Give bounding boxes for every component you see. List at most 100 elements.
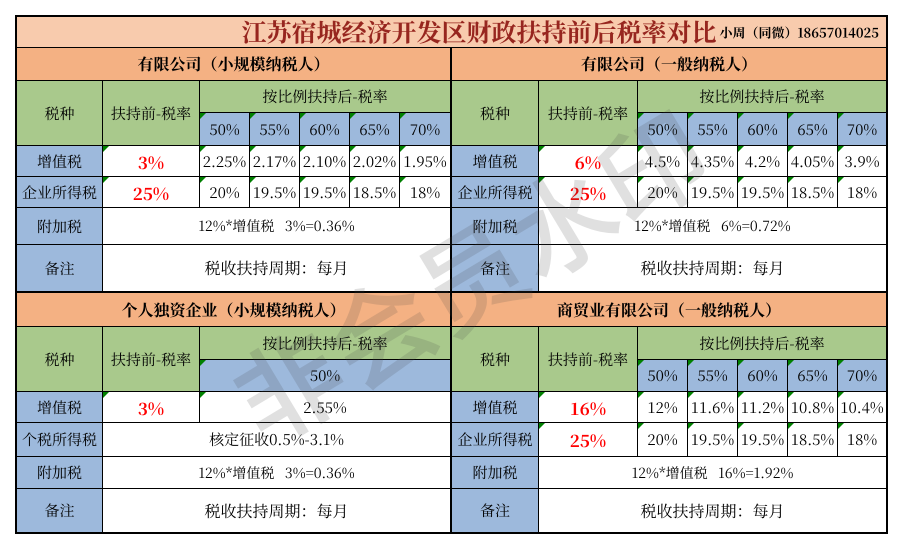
- quadrant-4-value-1-3: 18.5%: [788, 423, 838, 457]
- quadrant-4-ratio-header-65: 65%: [788, 360, 838, 392]
- quadrant-4-value-0-1-text: 11.6%: [690, 396, 735, 418]
- quadrant-3-after-rate-header: 按比例扶持后-税率: [200, 327, 452, 360]
- quadrant-1-ratio-header-55: 55%: [250, 113, 300, 146]
- quadrant-1-ratio-header-65-text: 65%: [359, 118, 390, 140]
- title-row-cell: 江苏宿城经济开发区财政扶持前后税率对比 小周（同微）18657014025: [17, 17, 886, 48]
- quadrant-1-after-rate-header: 按比例扶持后-税率: [200, 81, 452, 113]
- number-stored-as-text-flag-icon: [103, 392, 109, 398]
- quadrant-4-tax-type-header: 税种: [452, 327, 539, 392]
- quadrant-1-section-header-text: 有限公司（小规模纳税人）: [137, 52, 330, 75]
- number-stored-as-text-flag-icon: [200, 146, 206, 152]
- number-stored-as-text-flag-icon: [738, 423, 744, 429]
- number-stored-as-text-flag-icon: [688, 360, 694, 366]
- quadrant-3-merged-value-0: 2.55%: [200, 392, 452, 423]
- quadrant-3-merged-text-3-text: 税收扶持周期：每月: [204, 498, 349, 522]
- quadrant-2-row-label-1: 企业所得税: [452, 177, 539, 208]
- number-stored-as-text-flag-icon: [200, 392, 206, 398]
- number-stored-as-text-flag-icon: [350, 113, 356, 119]
- quadrant-1-row-label-2-text: 附加税: [36, 215, 82, 237]
- quadrant-2-before-value-0: 6%: [539, 146, 638, 177]
- quadrant-1-value-0-3: 2.02%: [350, 146, 400, 177]
- number-stored-as-text-flag-icon: [250, 113, 256, 119]
- quadrant-3-merged-value-0-text: 2.55%: [303, 396, 347, 418]
- quadrant-3-ratio-header-50-text: 50%: [309, 365, 341, 386]
- number-stored-as-text-flag-icon: [838, 423, 844, 429]
- quadrant-4-ratio-header-55-text: 55%: [697, 365, 728, 386]
- number-stored-as-text-flag-icon: [300, 177, 306, 183]
- number-stored-as-text-flag-icon: [103, 177, 109, 183]
- quadrant-4-before-rate-header-text: 扶持前-税率: [547, 348, 629, 370]
- quadrant-4-before-rate-header: 扶持前-税率: [539, 327, 638, 392]
- quadrant-4-row-label-3-text: 备注: [479, 500, 510, 521]
- quadrant-4-before-value-1: 25%: [539, 423, 638, 457]
- quadrant-4-row-label-0-text: 增值税: [472, 396, 518, 418]
- number-stored-as-text-flag-icon: [788, 146, 794, 152]
- quadrant-2-value-0-3-text: 4.05%: [790, 150, 835, 172]
- quadrant-1-value-1-0-text: 20%: [209, 181, 240, 203]
- quadrant-4-before-value-0-text: 16%: [569, 394, 607, 420]
- quadrant-4-value-0-2-text: 11.2%: [740, 396, 785, 418]
- number-stored-as-text-flag-icon: [688, 146, 694, 152]
- quadrant-4-value-0-0: 12%: [638, 392, 688, 423]
- quadrant-1-value-1-3: 18.5%: [350, 177, 400, 208]
- quadrant-4-ratio-header-70: 70%: [838, 360, 886, 392]
- quadrant-4-value-0-4-text: 10.4%: [840, 396, 884, 418]
- quadrant-2-ratio-header-65: 65%: [788, 113, 838, 146]
- quadrant-2-value-0-4: 3.9%: [838, 146, 886, 177]
- number-stored-as-text-flag-icon: [250, 177, 256, 183]
- number-stored-as-text-flag-icon: [838, 177, 844, 183]
- quadrant-1-value-1-3-text: 18.5%: [352, 181, 397, 203]
- quadrant-3-merged-text-2-text: 12%*增值税 3%=0.36%: [198, 462, 355, 483]
- number-stored-as-text-flag-icon: [200, 177, 206, 183]
- number-stored-as-text-flag-icon: [788, 113, 794, 119]
- quadrant-4-value-1-0: 20%: [638, 423, 688, 457]
- quadrant-1-ratio-header-60-text: 60%: [309, 118, 340, 140]
- number-stored-as-text-flag-icon: [638, 423, 644, 429]
- quadrant-1-row-label-3: 备注: [17, 245, 103, 293]
- quadrant-3-row-label-0: 增值税: [17, 392, 103, 423]
- quadrant-3-row-label-3-text: 备注: [44, 500, 75, 521]
- quadrant-4-value-0-3-text: 10.8%: [790, 396, 835, 418]
- quadrant-1-section-header: 有限公司（小规模纳税人）: [17, 48, 452, 81]
- quadrant-2-ratio-header-55-text: 55%: [697, 118, 728, 140]
- number-stored-as-text-flag-icon: [688, 423, 694, 429]
- quadrant-4-value-0-3: 10.8%: [788, 392, 838, 423]
- quadrant-1-before-rate-header: 扶持前-税率: [103, 81, 200, 146]
- number-stored-as-text-flag-icon: [300, 113, 306, 119]
- quadrant-4-ratio-header-50: 50%: [638, 360, 688, 392]
- number-stored-as-text-flag-icon: [738, 360, 744, 366]
- quadrant-3-row-label-2-text: 附加税: [36, 462, 82, 483]
- quadrant-2-value-1-3-text: 18.5%: [790, 181, 835, 203]
- number-stored-as-text-flag-icon: [638, 146, 644, 152]
- quadrant-2-ratio-header-70-text: 70%: [846, 118, 878, 140]
- quadrant-4-section-header: 商贸业有限公司（一般纳税人）: [452, 293, 886, 327]
- quadrant-1-value-1-2-text: 19.5%: [302, 181, 347, 203]
- quadrant-4-after-rate-header: 按比例扶持后-税率: [638, 327, 886, 360]
- quadrant-1-row-label-1-text: 企业所得税: [21, 181, 97, 203]
- quadrant-1-merged-text-2: 12%*增值税 3%=0.36%: [103, 208, 452, 245]
- quadrant-3-merged-text-1-text: 核定征收0.5%-3.1%: [209, 429, 344, 450]
- number-stored-as-text-flag-icon: [350, 146, 356, 152]
- quadrant-2-value-0-0-text: 4.5%: [644, 150, 681, 172]
- quadrant-4-value-1-0-text: 20%: [647, 429, 678, 450]
- number-stored-as-text-flag-icon: [738, 146, 744, 152]
- quadrant-1-before-value-1: 25%: [103, 177, 200, 208]
- quadrant-2-before-value-0-text: 6%: [574, 148, 602, 174]
- quadrant-1-ratio-header-50: 50%: [200, 113, 250, 146]
- number-stored-as-text-flag-icon: [400, 113, 406, 119]
- quadrant-2-ratio-header-50-text: 50%: [647, 118, 678, 140]
- number-stored-as-text-flag-icon: [350, 177, 356, 183]
- quadrant-1-value-1-0: 20%: [200, 177, 250, 208]
- quadrant-4-row-label-0: 增值税: [452, 392, 539, 423]
- number-stored-as-text-flag-icon: [539, 177, 545, 183]
- number-stored-as-text-flag-icon: [738, 113, 744, 119]
- number-stored-as-text-flag-icon: [250, 146, 256, 152]
- quadrant-3-after-rate-header-text: 按比例扶持后-税率: [262, 332, 388, 354]
- quadrant-1-value-0-2: 2.10%: [300, 146, 350, 177]
- quadrant-1-merged-text-3-text: 税收扶持周期：每月: [204, 256, 349, 279]
- quadrant-2-ratio-header-65-text: 65%: [797, 118, 828, 140]
- quadrant-1-value-0-4-text: 1.95%: [403, 150, 447, 172]
- quadrant-2-merged-text-3: 税收扶持周期：每月: [539, 245, 886, 293]
- quadrant-4-value-1-4: 18%: [838, 423, 886, 457]
- quadrant-1-ratio-header-55-text: 55%: [259, 118, 290, 140]
